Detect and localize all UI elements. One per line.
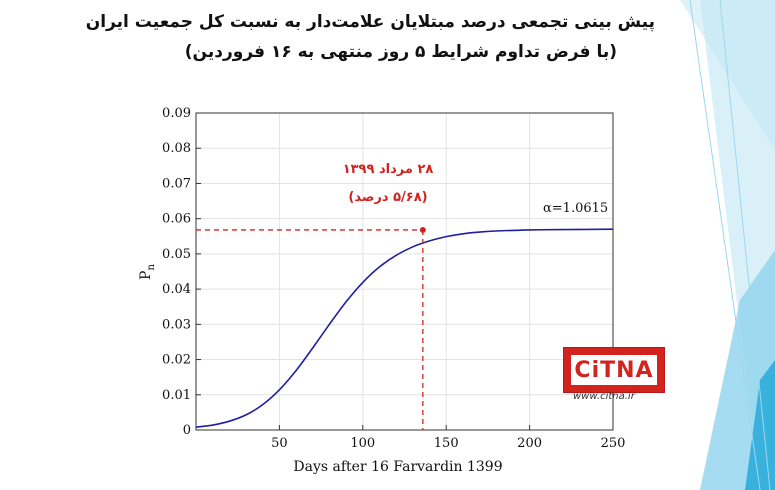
- series-line: [195, 228, 614, 428]
- highlight-point: [419, 226, 426, 233]
- chart-title-line-1: پیش بینی تجمعی درصد مبتلایان علامت‌دار ب…: [85, 12, 655, 32]
- x-tick-label: 200: [517, 436, 542, 451]
- y-tick-label: 0.06: [162, 212, 191, 227]
- y-axis-label: Pn: [138, 264, 157, 280]
- y-tick-label: 0.07: [162, 176, 191, 191]
- x-tick-label: 100: [350, 436, 375, 451]
- deco-line-1: [689, 0, 761, 490]
- deco-line-2: [719, 0, 771, 490]
- citna-logo: CiTNA: [563, 347, 665, 393]
- y-tick-label: 0.04: [162, 282, 191, 297]
- plot-area-frame: [195, 112, 614, 431]
- y-tick-label: 0.01: [162, 388, 191, 403]
- grid: [196, 112, 614, 431]
- y-axis-label-subscript: n: [146, 264, 157, 271]
- y-tick-label: 0: [183, 423, 191, 438]
- y-axis-label-main: P: [138, 271, 154, 280]
- y-tick-label: 0.05: [162, 247, 191, 262]
- y-tick-label: 0.09: [162, 106, 191, 121]
- x-axis-ticks: 50 100 150 200 250: [271, 425, 625, 451]
- y-tick-label: 0.03: [162, 317, 191, 332]
- deco-shape-4: [745, 360, 775, 490]
- x-tick-label: 50: [271, 436, 288, 451]
- x-axis-label: Days after 16 Farvardin 1399: [293, 459, 502, 475]
- y-tick-label: 0.08: [162, 141, 191, 156]
- y-tick-label: 0.02: [162, 353, 191, 368]
- logo-text: CiTNA: [571, 355, 657, 385]
- logo-url: www.citna.ir: [573, 391, 635, 402]
- x-tick-label: 150: [434, 436, 459, 451]
- x-tick-label: 250: [601, 436, 626, 451]
- chart-title-line-2: (با فرض تداوم شرایط ۵ روز منتهی به ۱۶ فر…: [184, 42, 617, 62]
- annotation-date-label: ۲۸ مرداد ۱۳۹۹: [343, 162, 434, 177]
- annotation-percent-label: (۵/۶۸ درصد): [348, 190, 427, 205]
- y-axis-ticks: 0 0.01 0.02 0.03 0.04 0.05 0.06 0.07 0.08 0.09: [162, 106, 201, 438]
- alpha-label: α=1.0615: [543, 201, 608, 216]
